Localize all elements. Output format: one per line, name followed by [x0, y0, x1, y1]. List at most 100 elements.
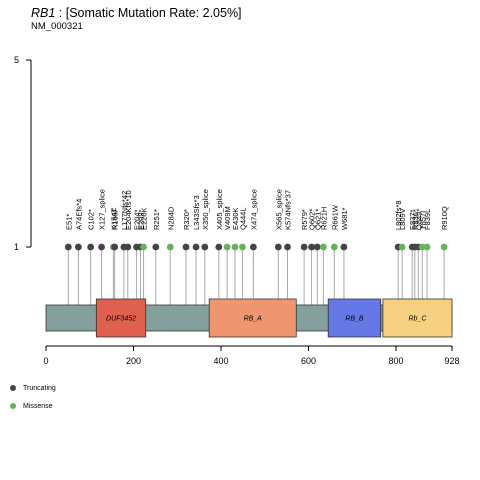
lollipop-head-truncating: [111, 243, 119, 251]
lollipop-head-missense: [398, 243, 406, 251]
mutation-label: X565_splice: [274, 189, 283, 230]
mutation-label: R836*: [411, 209, 420, 230]
mutation-label: R579*: [300, 209, 309, 230]
mutation-label: L802fs*8: [394, 200, 403, 230]
mutation-label: V409M: [223, 206, 232, 230]
gene-name: RB1: [31, 6, 56, 20]
mutation-label: K574Nfs*37: [284, 190, 293, 230]
domain-duf3452: [95, 298, 147, 338]
y-axis: 15: [14, 55, 32, 252]
mutation-label: K154T: [109, 207, 118, 230]
mutation-label: E430K: [231, 207, 240, 230]
lollipop-head-truncating: [152, 243, 160, 251]
mutation-label: X405_splice: [215, 189, 224, 230]
mutation-label: E220K: [140, 207, 149, 230]
lollipop-head-missense: [166, 243, 174, 251]
mutation-label: A74Efs*4: [74, 199, 83, 230]
lollipop-head-missense: [223, 243, 231, 251]
mutation-label: F839L: [423, 209, 432, 230]
y-tick-label: 5: [14, 55, 19, 65]
mutation-label: R621H: [319, 207, 328, 230]
mutation-label: W681*: [340, 207, 349, 230]
domain-label: DUF3452: [106, 316, 136, 323]
transcript-id: NM_000321: [31, 21, 83, 32]
mutation-label: R320*: [182, 209, 191, 230]
lollipop-head-missense: [231, 243, 239, 251]
lollipop-head-truncating: [274, 243, 282, 251]
mutation-label: X127_splice: [98, 189, 107, 230]
mutation-label: C102*: [87, 209, 96, 230]
mutation-label: E51*: [64, 214, 73, 230]
legend-label: Truncating: [23, 384, 56, 392]
x-tick-label: 400: [213, 356, 228, 366]
lollipop-head-missense: [330, 243, 338, 251]
domain-label: Rb_C: [408, 316, 427, 323]
mutation-label: R910Q: [440, 206, 449, 230]
mutation-label: L809V: [398, 208, 407, 230]
legend-label: Missense: [23, 402, 53, 410]
domain-rb_c: [382, 298, 453, 338]
mutation-label: N284D: [166, 206, 175, 230]
mutation-label: Q444L: [238, 207, 247, 230]
lollipop-head-truncating: [192, 243, 200, 251]
lollipop-head-truncating: [300, 243, 308, 251]
legend-dot-truncating: [10, 385, 16, 391]
mutation-label: R165F: [111, 207, 120, 230]
y-tick-label: 1: [14, 242, 19, 252]
lollipop-heads: [64, 243, 448, 251]
domain-rb_b: [327, 298, 382, 338]
mutation-label: R661W: [330, 204, 339, 230]
mutation-label: E204Kfs*10: [124, 190, 133, 230]
legend-dot-missense: [10, 403, 16, 409]
lollipop-stems: [67, 247, 445, 305]
x-tick-label: 600: [301, 356, 316, 366]
mutation-label: R251*: [152, 209, 161, 230]
protein-domains: DUF3452 RB_A RB_B Rb_C: [95, 298, 453, 338]
mutation-label: X350_splice: [201, 189, 210, 230]
mutation-label: Q621*: [313, 209, 322, 230]
lollipop-head-truncating: [340, 243, 348, 251]
chart-title: RB1 : [Somatic Mutation Rate: 2.05%]: [31, 6, 242, 20]
x-tick-label: 800: [388, 356, 403, 366]
lollipop-head-truncating: [87, 243, 95, 251]
lollipop-head-truncating: [64, 243, 72, 251]
mutation-label: E209*: [137, 209, 146, 230]
lollipop-head-missense: [140, 243, 147, 251]
title-rest: : [Somatic Mutation Rate: 2.05%]: [55, 6, 242, 20]
mutation-label: L343Sfs*3: [192, 195, 201, 230]
lollipop-head-missense: [440, 243, 448, 251]
lollipop-head-missense: [418, 243, 426, 251]
lollipop-head-truncating: [313, 243, 321, 251]
lollipop-head-truncating: [201, 243, 209, 251]
mutation-label: E204*: [133, 209, 142, 230]
x-axis: 0 200 400 600 800 928: [43, 345, 460, 366]
domain-label: RB_B: [345, 316, 364, 323]
lollipop-head-truncating: [215, 243, 223, 251]
lollipop-head-missense: [319, 243, 327, 251]
mutation-label: T857I: [418, 211, 427, 230]
x-tick-label: 200: [126, 356, 141, 366]
legend-item-truncating: Truncating: [10, 383, 56, 393]
mutation-label: E837*: [408, 209, 417, 230]
lollipop-head-truncating: [74, 243, 82, 251]
x-tick-label: 0: [43, 356, 48, 366]
mutation-label: Q602*: [308, 209, 317, 230]
domain-rb_a: [208, 298, 297, 338]
lollipop-head-missense: [239, 243, 246, 251]
lollipop-head-truncating: [98, 243, 105, 251]
mutation-label: L177Nfs*42: [120, 191, 129, 230]
mutation-label: Q849*: [414, 209, 423, 230]
lollipop-head-truncating: [182, 243, 190, 251]
lollipop-head-truncating: [124, 243, 132, 251]
domain-label: RB_A: [244, 316, 263, 323]
legend: Truncating Missense: [10, 383, 56, 419]
lollipop-head-truncating: [308, 243, 315, 251]
lollipop-head-truncating: [284, 243, 291, 251]
x-tick-label: 928: [444, 356, 459, 366]
lollipop-head-truncating: [249, 243, 257, 251]
lollipop-head-missense: [423, 243, 431, 251]
mutation-label: X474_splice: [249, 189, 258, 230]
legend-item-missense: Missense: [10, 401, 56, 411]
